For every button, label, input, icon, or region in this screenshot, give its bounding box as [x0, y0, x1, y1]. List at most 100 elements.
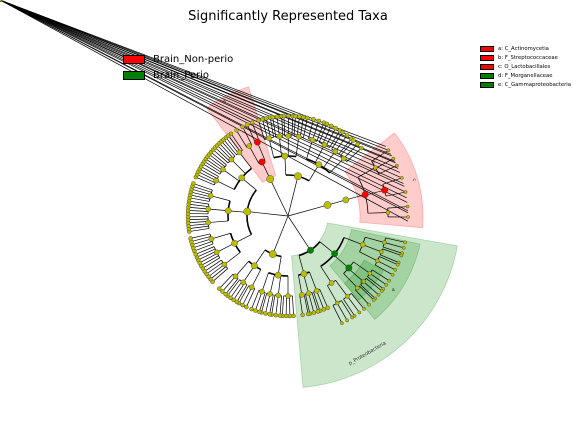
branch-line	[216, 180, 235, 190]
root-node	[287, 215, 289, 217]
taxon-node	[259, 288, 265, 295]
branch-line	[190, 191, 211, 198]
branch-line	[189, 228, 210, 232]
branch-line	[283, 116, 286, 137]
highlighted-node	[381, 186, 388, 194]
branch-line	[367, 212, 388, 214]
branch-line	[346, 147, 362, 162]
taxon-node	[281, 113, 287, 119]
taxon-node	[390, 272, 395, 277]
taxon-node	[386, 148, 391, 153]
taxon-node	[355, 141, 360, 147]
branch-line	[291, 116, 294, 137]
branch-line	[319, 289, 329, 308]
taxon-node	[260, 117, 265, 122]
branch-line	[228, 135, 241, 152]
branch-line	[360, 284, 376, 299]
branch-line	[282, 295, 284, 316]
branch-line	[219, 143, 234, 159]
branch-line	[332, 305, 343, 324]
branch-line	[205, 158, 223, 171]
branch-line	[189, 200, 209, 205]
branch-line	[261, 293, 268, 313]
taxon-node	[270, 114, 275, 120]
taxa-legend-label: c: O_Lactobacillales	[498, 63, 551, 70]
branch-line	[329, 130, 341, 148]
taxon-node	[387, 278, 391, 283]
taxon-node	[291, 313, 296, 319]
branch-line	[191, 188, 212, 195]
branch-line	[188, 206, 209, 210]
taxon-node	[403, 240, 407, 245]
taxon-node	[333, 125, 338, 131]
taxon-node	[324, 121, 330, 127]
branch-line	[351, 293, 365, 310]
branch-line	[216, 145, 232, 160]
taxon-node	[340, 155, 347, 162]
branch-line	[322, 125, 332, 145]
branch-line	[0, 0, 386, 147]
branch-line	[287, 204, 328, 217]
taxon-node	[340, 321, 344, 326]
branch-line	[0, 0, 400, 173]
branch-line	[236, 130, 248, 148]
branch-line	[191, 236, 211, 242]
branch-line	[195, 176, 215, 186]
branch-line	[385, 191, 406, 197]
taxon-node	[274, 114, 280, 119]
taxon-node	[384, 283, 389, 287]
taxon-node	[352, 314, 357, 318]
sector-actinomycetia	[206, 86, 277, 184]
branch-line	[251, 269, 262, 288]
taxon-node	[277, 313, 283, 318]
branch-line	[235, 261, 249, 277]
taxon-node	[382, 240, 387, 245]
taxon-node	[305, 290, 312, 297]
taxon-node	[236, 149, 243, 156]
taxon-node	[245, 122, 250, 127]
branch-line	[207, 156, 224, 169]
branch-line	[292, 295, 294, 316]
taxon-node	[263, 311, 268, 316]
taxa-legend-label: a: C_Actinomycetia	[498, 45, 549, 52]
branch-line	[193, 183, 213, 191]
taxon-node	[379, 289, 384, 293]
branch-line	[363, 281, 379, 295]
branch-line	[272, 215, 289, 255]
branch-line	[382, 248, 402, 256]
branch-line	[199, 253, 218, 264]
taxon-node	[220, 289, 225, 294]
branch-line	[188, 218, 209, 221]
taxon-node	[344, 133, 350, 138]
branch-line	[0, 0, 407, 199]
branch-line	[277, 275, 282, 296]
branch-line	[269, 117, 275, 138]
branch-line	[308, 119, 314, 139]
taxon-node	[273, 313, 279, 318]
branch-line	[375, 264, 393, 276]
taxon-node	[311, 117, 316, 122]
taxa-legend-label: d: F_Morganellaceae	[498, 72, 553, 79]
taxon-node	[300, 312, 305, 318]
branch-line	[298, 275, 303, 295]
taxa-swatch	[480, 45, 494, 52]
branch-line	[188, 213, 209, 215]
branch-line	[372, 269, 390, 281]
branch-line	[355, 289, 370, 305]
taxon-node	[329, 123, 334, 129]
branch-line	[343, 299, 355, 317]
taxon-node	[345, 318, 349, 323]
taxon-node	[266, 135, 272, 142]
taxon-node	[316, 118, 321, 124]
taxon-node	[355, 285, 360, 291]
sector-label: d	[358, 279, 364, 285]
branch-line	[347, 296, 360, 313]
taxon-node	[315, 309, 321, 314]
taxon-node	[399, 176, 404, 180]
taxon-node	[328, 280, 335, 286]
sector-label: e	[390, 287, 397, 293]
branch-line	[225, 137, 239, 154]
branch-line	[293, 116, 296, 137]
branch-line	[340, 140, 354, 156]
branch-line	[0, 0, 406, 193]
